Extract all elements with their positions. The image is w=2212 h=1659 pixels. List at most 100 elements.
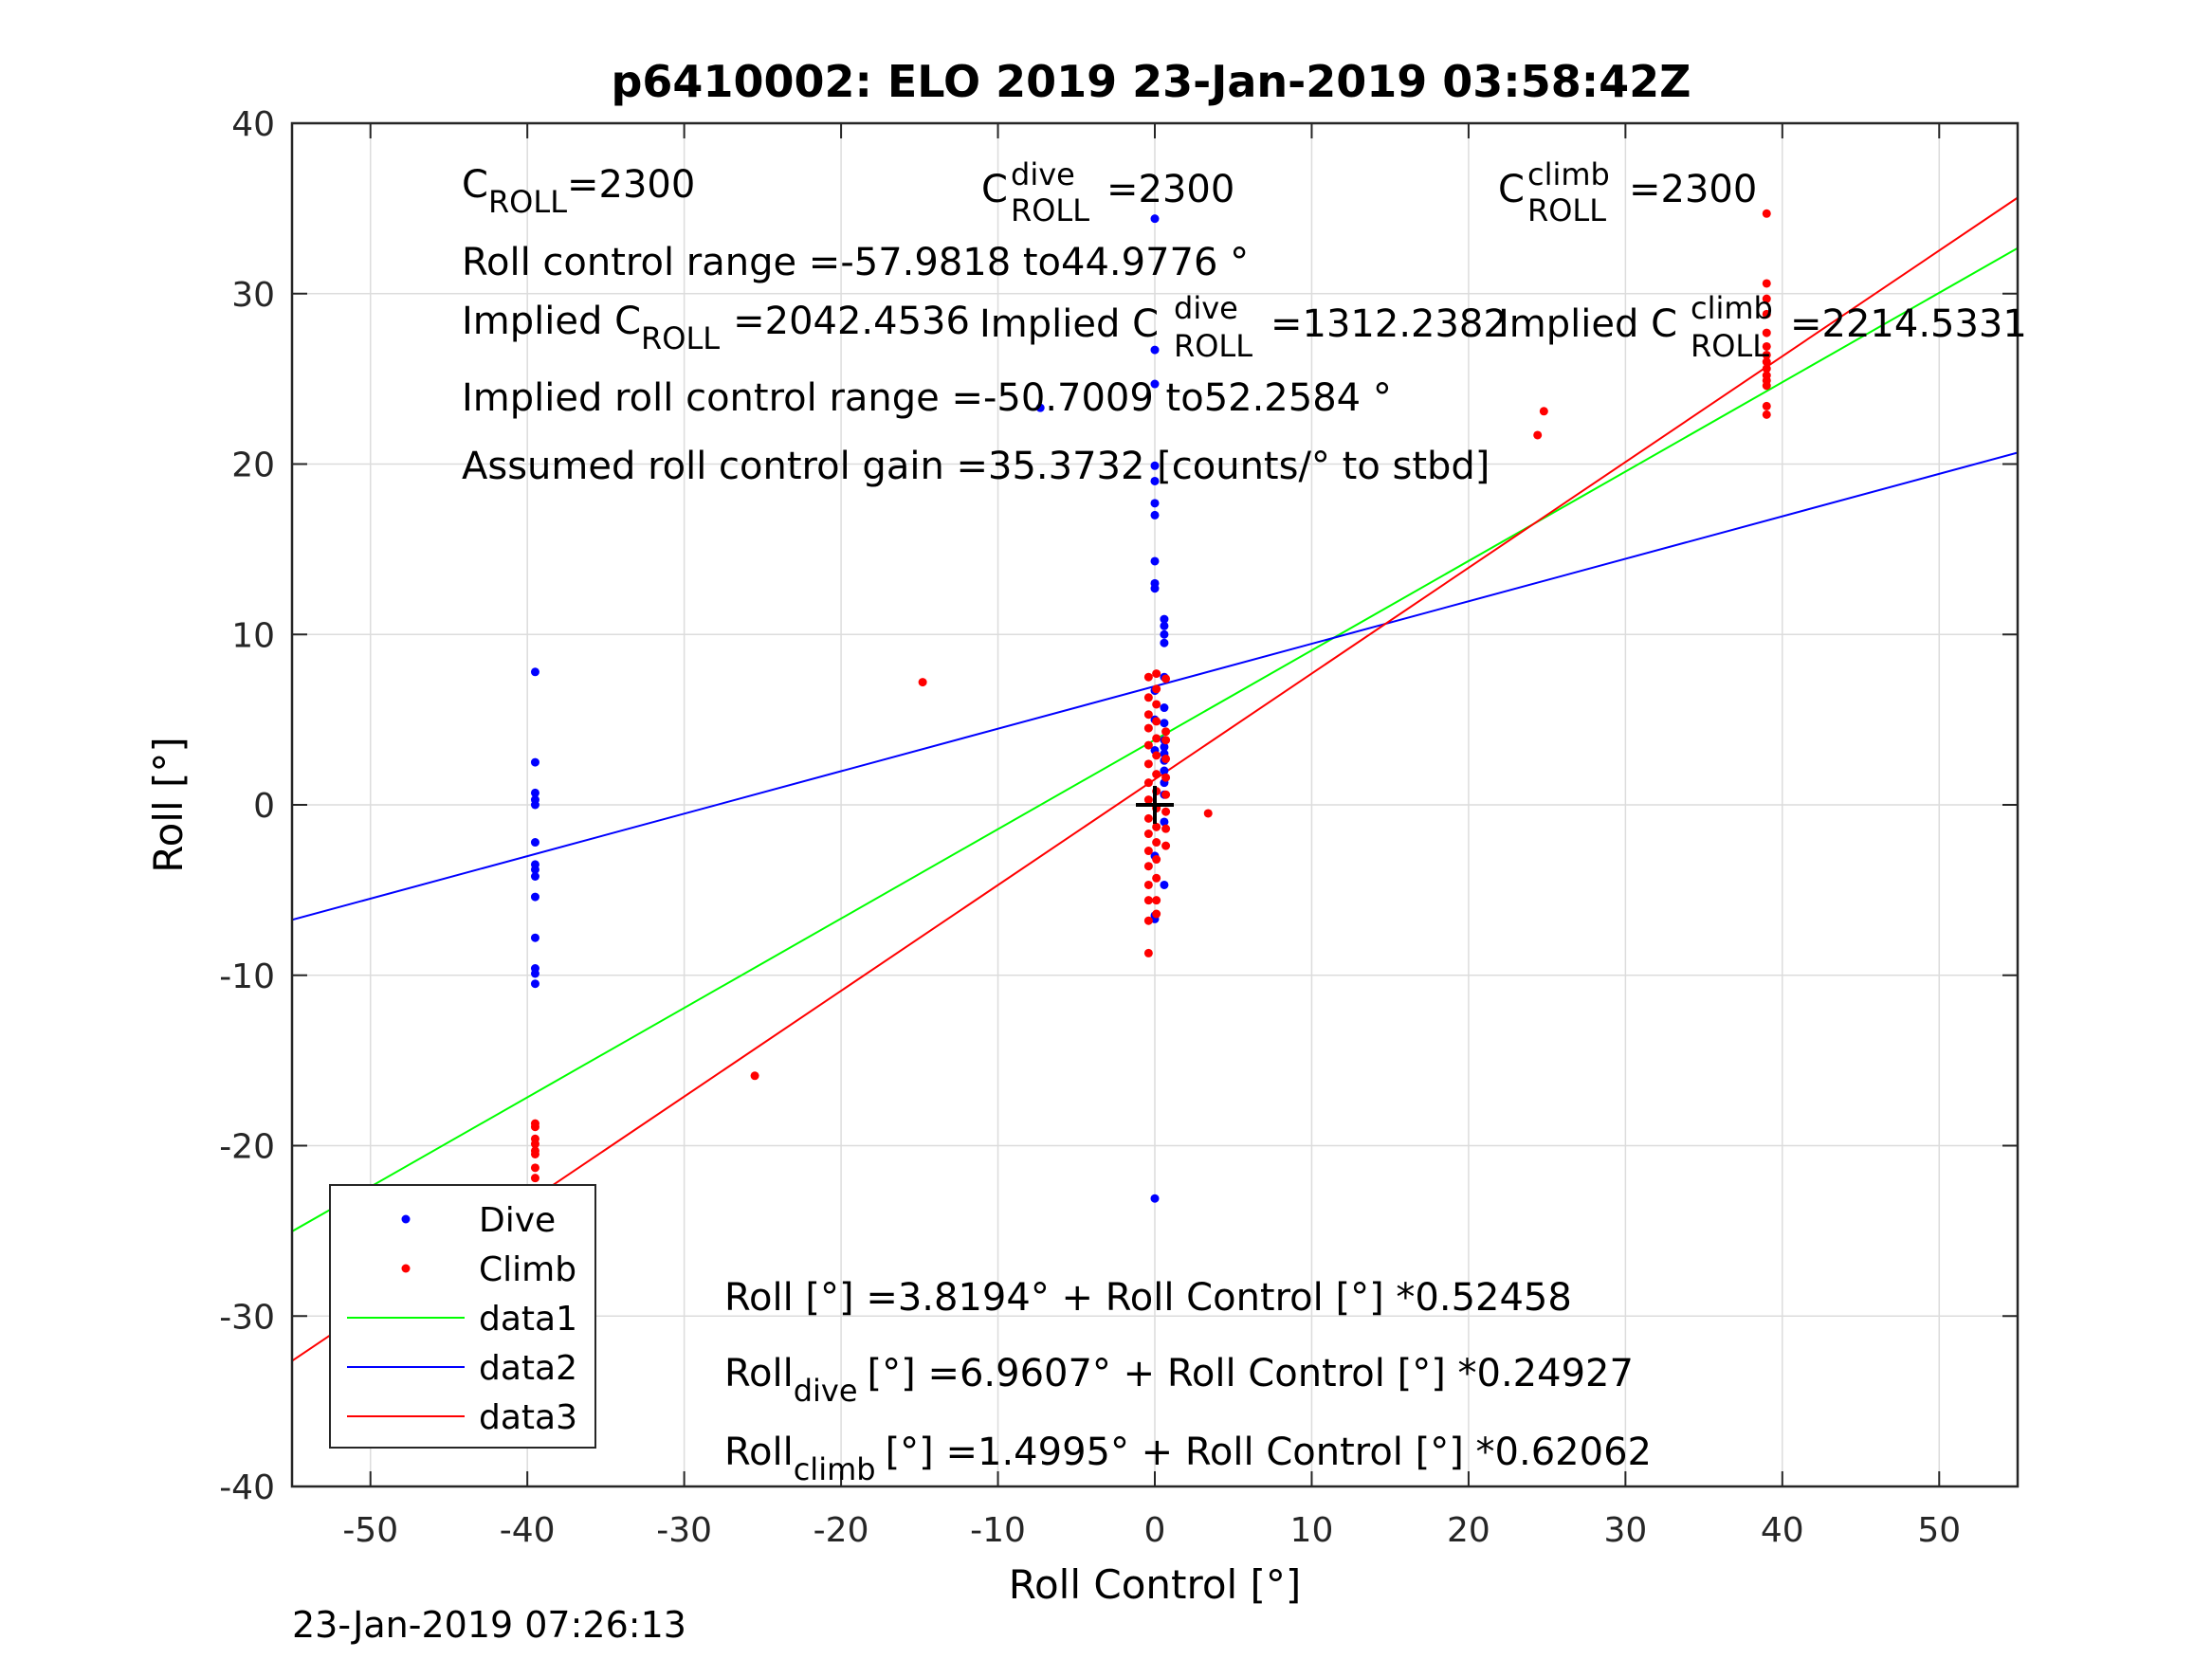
x-axis-label: Roll Control [°]	[1009, 1561, 1302, 1608]
climb-point	[1152, 734, 1161, 743]
climb-point	[1152, 822, 1161, 831]
dive-point	[1160, 719, 1169, 728]
annotation-implied-c-roll-dive-value: =1312.2382	[1271, 302, 1508, 346]
climb-point	[1161, 790, 1171, 799]
annotation-roll-control-range: Roll control range =-57.9818 to44.9776 °	[462, 241, 1249, 284]
annotation-c-roll-climb-sup: climb	[1527, 156, 1610, 192]
climb-point	[1161, 736, 1171, 745]
climb-point	[1762, 294, 1771, 303]
annotation-c-roll-dive-value: =2300	[1106, 168, 1234, 211]
dive-point	[1150, 345, 1160, 355]
climb-point	[1143, 862, 1153, 871]
climb-point	[1143, 880, 1153, 889]
y-tick-label: -20	[219, 1128, 275, 1167]
x-tick-label: 50	[1917, 1511, 1961, 1550]
climb-point	[1152, 700, 1161, 709]
dive-point	[1160, 703, 1169, 713]
climb-point	[1161, 773, 1171, 782]
dive-point	[1150, 1194, 1160, 1203]
climb-point	[1762, 341, 1771, 351]
dive-point	[1160, 817, 1169, 827]
climb-point	[530, 1163, 539, 1173]
annotation-c-roll-climb-value: =2300	[1629, 168, 1757, 211]
climb-point	[1762, 209, 1771, 218]
dive-point	[530, 892, 539, 902]
annotation-implied-c-roll-dive: Implied C	[979, 302, 1159, 346]
generation-timestamp: 23-Jan-2019 07:26:13	[292, 1604, 686, 1646]
dive-point	[530, 838, 539, 848]
dive-point	[530, 969, 539, 978]
climb-point	[1762, 410, 1771, 419]
climb-point	[530, 1149, 539, 1158]
dive-point	[1150, 510, 1160, 520]
legend-label: Climb	[479, 1250, 576, 1289]
x-tick-label: 20	[1447, 1511, 1490, 1550]
dive-point	[1160, 621, 1169, 630]
climb-point	[1152, 717, 1161, 726]
dive-point	[1150, 584, 1160, 593]
climb-point	[530, 1122, 539, 1132]
legend: Dive Climb data1 data2 data3	[329, 1184, 596, 1449]
climb-point	[1762, 381, 1771, 391]
climb-point	[1161, 824, 1171, 833]
climb-point	[1152, 838, 1161, 848]
climb-point	[1762, 350, 1771, 359]
annotation-implied-c-roll-climb-sup: climb	[1691, 290, 1773, 326]
climb-point	[1143, 740, 1153, 750]
climb-point	[1152, 751, 1161, 760]
dive-point	[530, 800, 539, 810]
dive-point	[1150, 461, 1160, 470]
chart-title: p6410002: ELO 2019 23-Jan-2019 03:58:42Z	[612, 56, 1691, 107]
climb-point	[1762, 328, 1771, 337]
dive-point	[1160, 638, 1169, 647]
legend-marker-dive	[401, 1214, 411, 1224]
climb-point	[918, 678, 927, 687]
dive-point	[1150, 556, 1160, 566]
dive-point	[1150, 214, 1160, 224]
dive-point	[530, 788, 539, 797]
axis-ticks	[292, 122, 2018, 1487]
climb-point	[1143, 948, 1153, 957]
climb-point	[1161, 674, 1171, 684]
y-tick-label: -10	[219, 957, 275, 996]
climb-point	[1143, 795, 1153, 805]
legend-label: data1	[479, 1300, 577, 1339]
annotation-fit-climb: Rollclimb [°] =1.4995° + Roll Control [°]…	[724, 1431, 1652, 1487]
climb-point	[1762, 357, 1771, 367]
y-tick-label: 20	[231, 447, 275, 485]
legend-label: Dive	[479, 1201, 556, 1240]
x-tick-label: 30	[1603, 1511, 1647, 1550]
dive-point	[1160, 629, 1169, 639]
climb-point	[1143, 710, 1153, 720]
climb-point	[1539, 407, 1548, 416]
climb-point	[1152, 855, 1161, 865]
climb-point	[530, 1174, 539, 1183]
dive-point	[1150, 499, 1160, 508]
annotation-implied-c-roll-climb-sub: ROLL	[1691, 328, 1769, 364]
climb-point	[1143, 693, 1153, 702]
dive-point	[1035, 403, 1045, 412]
climb-point	[750, 1071, 759, 1081]
y-tick-label: 40	[231, 105, 275, 144]
annotation-fit-dive: Rolldive [°] =6.9607° + Roll Control [°] …	[724, 1352, 1634, 1409]
legend-box	[329, 1184, 596, 1449]
annotation-c-roll-climb: C	[1498, 168, 1525, 211]
climb-point	[1533, 430, 1543, 440]
climb-point	[1143, 830, 1153, 839]
climb-point	[1143, 723, 1153, 733]
climb-point	[1143, 896, 1153, 905]
climb-point	[1161, 754, 1171, 763]
dive-point	[1160, 742, 1169, 752]
annotation-implied-c-roll: Implied CROLL =2042.4536	[462, 300, 970, 356]
x-tick-label: -50	[342, 1511, 398, 1550]
dive-point	[1160, 614, 1169, 624]
annotation-assumed-gain: Assumed roll control gain =35.3732 [coun…	[462, 445, 1490, 488]
annotation-c-roll-dive-sub: ROLL	[1011, 192, 1089, 228]
dive-point	[530, 865, 539, 874]
climb-point	[1161, 727, 1171, 737]
dive-point	[1150, 379, 1160, 389]
tick-labels: -50 -40 -30 -20 -10 0 10 20 30 40 50 -40 -30 -20 -10 0 1…	[219, 105, 1961, 1550]
dive-point	[1160, 766, 1169, 775]
climb-point	[1152, 873, 1161, 883]
